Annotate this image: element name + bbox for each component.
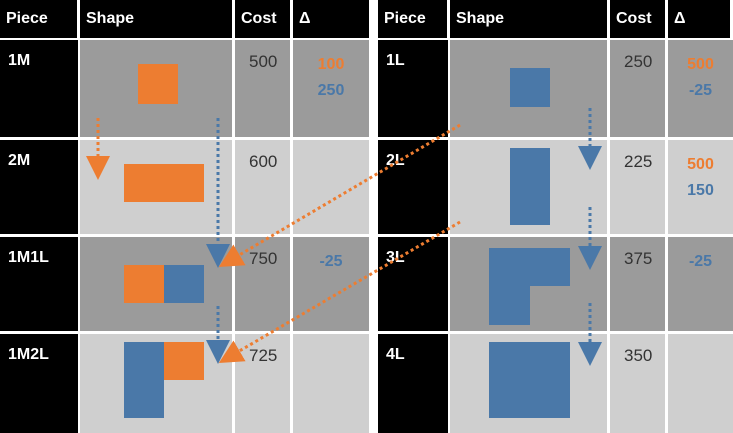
header-cell: Shape bbox=[80, 0, 232, 38]
delta-value: 500 bbox=[687, 156, 714, 173]
delta-value: 100 bbox=[317, 56, 345, 73]
delta-value: 150 bbox=[687, 182, 714, 199]
piece-cell: 1M1L bbox=[0, 237, 78, 331]
cost-cell: 225 bbox=[610, 140, 665, 234]
delta-cell: -25 bbox=[668, 237, 733, 331]
delta-value: -25 bbox=[688, 253, 713, 270]
delta-value: -25 bbox=[688, 82, 713, 99]
delta-cell: 500 -25 bbox=[668, 40, 733, 137]
delta-cell bbox=[293, 334, 369, 433]
piece-cell: 3L bbox=[378, 237, 448, 331]
delta-cell bbox=[668, 334, 733, 433]
cost-cell: 500 bbox=[235, 40, 290, 137]
cost-cell: 250 bbox=[610, 40, 665, 137]
header-cell: Δ bbox=[668, 0, 730, 38]
arrows bbox=[86, 108, 602, 366]
delta-cell: 100 250 bbox=[293, 40, 369, 137]
piece-cell: 2M bbox=[0, 140, 78, 234]
header-cell: Piece bbox=[0, 0, 77, 38]
delta-cell: 500 150 bbox=[668, 140, 733, 234]
shapes bbox=[124, 64, 570, 418]
header-cell: Shape bbox=[450, 0, 607, 38]
piece-cell: 4L bbox=[378, 334, 448, 433]
delta-value: 500 bbox=[687, 56, 714, 73]
cost-cell: 600 bbox=[235, 140, 290, 234]
header-cell: Cost bbox=[610, 0, 665, 38]
piece-cell: 2L bbox=[378, 140, 448, 234]
header-cell: Δ bbox=[293, 0, 369, 38]
piece-cell: 1L bbox=[378, 40, 448, 137]
delta-value: 250 bbox=[317, 82, 345, 99]
cost-cell: 350 bbox=[610, 334, 665, 433]
piece-cell: 1M bbox=[0, 40, 78, 137]
header-cell: Piece bbox=[378, 0, 447, 38]
piece-cell: 1M2L bbox=[0, 334, 78, 433]
cost-cell: 375 bbox=[610, 237, 665, 331]
delta-value: -25 bbox=[319, 253, 343, 270]
header-cell: Cost bbox=[235, 0, 290, 38]
